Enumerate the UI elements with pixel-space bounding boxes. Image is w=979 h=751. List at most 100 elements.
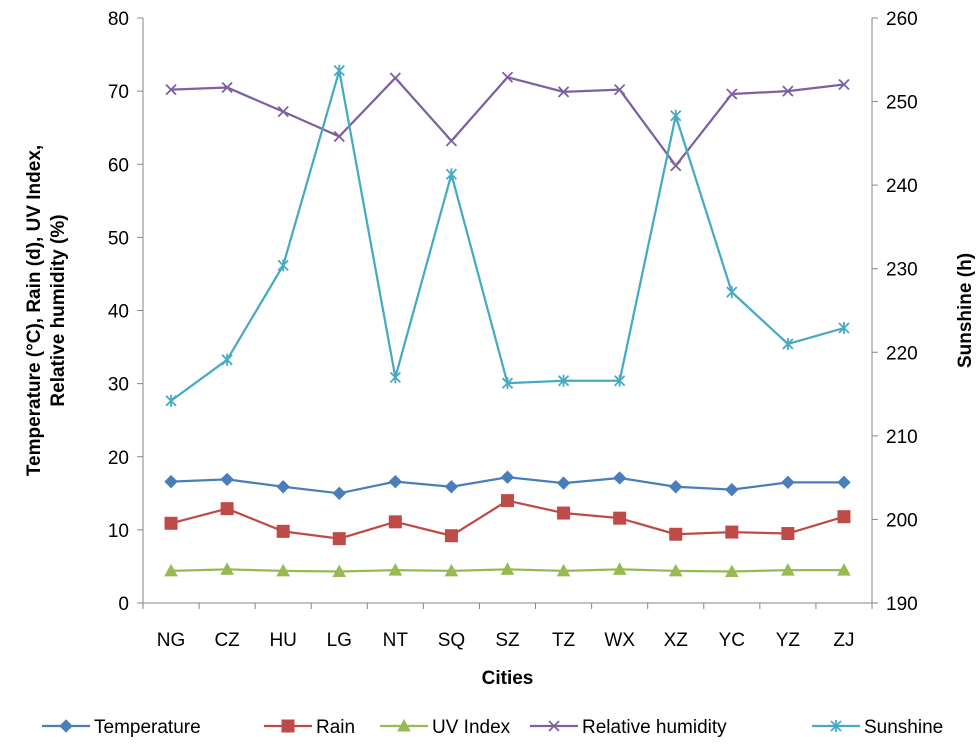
- marker-stroke: [389, 72, 401, 84]
- legend-item-uv-index: UV Index: [380, 717, 511, 738]
- data-point-uv-index: [276, 563, 291, 577]
- legend-marker: [397, 718, 411, 732]
- right-tick-label: 220: [886, 343, 918, 364]
- data-point-rain: [557, 506, 571, 520]
- data-point-sunshine: [501, 377, 514, 390]
- marker-stroke: [782, 85, 794, 97]
- data-point-rain: [332, 532, 346, 546]
- legend-marker: [548, 720, 560, 732]
- series-uv-index: [164, 562, 851, 578]
- series-sunshine: [165, 64, 850, 407]
- data-point-temperature: [164, 474, 178, 489]
- legend-label: Rain: [316, 717, 355, 738]
- data-point-sunshine: [838, 322, 850, 335]
- data-point-rain: [725, 525, 739, 539]
- data-point-temperature: [725, 482, 739, 497]
- left-axis-title-line: Temperature (°C), Rain (d), UV Index,: [24, 145, 45, 476]
- left-tick-label: 80: [108, 9, 129, 30]
- data-point-relative-humidity: [614, 84, 626, 96]
- data-point-rain: [669, 527, 683, 541]
- x-tick-label: YZ: [776, 630, 801, 651]
- data-point-relative-humidity: [838, 78, 850, 91]
- data-point-sunshine: [726, 286, 738, 299]
- data-point-relative-humidity: [557, 86, 570, 98]
- right-tick-label: 240: [886, 176, 918, 197]
- right-tick-label: 230: [886, 260, 918, 281]
- data-point-temperature: [781, 475, 795, 490]
- data-point-relative-humidity: [670, 160, 682, 172]
- data-point-rain: [613, 511, 627, 525]
- data-point-relative-humidity: [782, 85, 794, 97]
- data-point-uv-index: [220, 562, 234, 575]
- data-point-rain: [501, 494, 514, 508]
- marker-stroke: [277, 105, 289, 118]
- x-tick-label: LG: [327, 630, 352, 651]
- x-tick-label: SZ: [495, 630, 520, 651]
- legend-marker: [830, 720, 842, 732]
- data-point-temperature: [276, 480, 290, 494]
- marker-stroke: [838, 78, 850, 91]
- data-point-sunshine: [333, 64, 345, 77]
- data-point-temperature: [556, 476, 571, 490]
- data-point-uv-index: [388, 563, 403, 576]
- left-tick-label: 20: [108, 448, 129, 469]
- data-point-temperature: [837, 475, 851, 490]
- x-tick-label: ZJ: [833, 630, 854, 651]
- data-point-uv-index: [781, 563, 795, 576]
- marker-stroke: [614, 84, 626, 96]
- left-tick-label: 60: [108, 155, 129, 176]
- data-point-relative-humidity: [277, 105, 289, 118]
- right-tick-label: 250: [886, 93, 918, 114]
- data-point-uv-index: [724, 564, 739, 578]
- data-point-temperature: [388, 474, 403, 489]
- x-tick-label: XZ: [664, 630, 689, 651]
- left-tick-label: 30: [108, 375, 129, 396]
- left-tick-label: 40: [108, 302, 129, 323]
- legend-marker: [59, 719, 73, 733]
- data-point-uv-index: [500, 562, 515, 575]
- data-point-temperature: [500, 470, 515, 484]
- legend-item-rain: Rain: [264, 717, 355, 738]
- data-point-uv-index: [444, 563, 459, 577]
- legend: Temperature Rain UV Index Relative humidity…: [42, 717, 943, 738]
- x-tick-label: WX: [604, 630, 635, 651]
- legend-item-relative-humidity: Relative humidity: [530, 717, 727, 738]
- series-relative-humidity: [165, 71, 850, 172]
- axes: 0 10 20 30 40 50 60 70 80 190 200 210 220 230 240 250 26…: [24, 9, 976, 689]
- legend-label: Temperature: [94, 717, 201, 738]
- data-point-rain: [781, 527, 795, 541]
- data-point-sunshine: [557, 374, 570, 387]
- data-point-relative-humidity: [501, 71, 514, 83]
- data-point-sunshine: [165, 394, 177, 407]
- data-point-relative-humidity: [389, 72, 401, 84]
- data-point-uv-index: [837, 563, 851, 576]
- data-point-temperature: [669, 480, 683, 494]
- left-axis-title-line: Relative humidity (%): [48, 214, 69, 406]
- data-point-sunshine: [277, 259, 289, 272]
- marker-stroke: [333, 130, 345, 143]
- data-point-sunshine: [670, 109, 682, 122]
- marker-stroke: [557, 86, 570, 98]
- data-point-uv-index: [668, 563, 683, 577]
- data-point-sunshine: [445, 168, 458, 181]
- x-tick-label: TZ: [552, 630, 576, 651]
- marker-stroke: [726, 88, 738, 100]
- marker-stroke: [445, 135, 458, 147]
- marker-stroke: [165, 84, 177, 96]
- marker-stroke: [548, 720, 560, 732]
- data-point-relative-humidity: [221, 81, 233, 94]
- left-tick-label: 0: [118, 594, 129, 615]
- right-tick-label: 190: [886, 594, 918, 615]
- data-point-relative-humidity: [165, 84, 177, 96]
- x-tick-label: HU: [269, 630, 296, 651]
- legend-item-sunshine: Sunshine: [812, 717, 943, 738]
- data-point-relative-humidity: [333, 130, 345, 143]
- data-point-rain: [444, 529, 458, 543]
- legend-label: Sunshine: [864, 717, 943, 738]
- data-point-rain: [837, 510, 851, 524]
- right-tick-label: 260: [886, 9, 918, 30]
- left-tick-label: 70: [108, 82, 129, 103]
- right-tick-label: 200: [886, 510, 918, 531]
